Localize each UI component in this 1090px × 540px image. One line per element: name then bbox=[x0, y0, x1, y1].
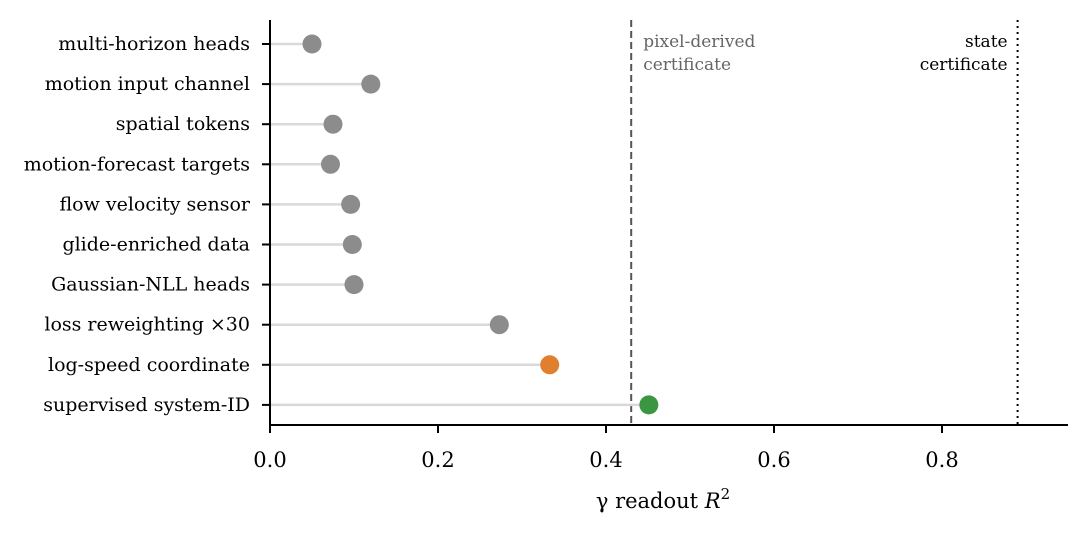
category-label-7: Gaussian-NLL heads bbox=[51, 274, 250, 296]
point-6 bbox=[342, 235, 362, 254]
point-4 bbox=[320, 154, 340, 174]
point-8 bbox=[489, 315, 509, 335]
reference-label-1-line-2: certificate bbox=[643, 55, 731, 75]
reference-label-2-line-1: state bbox=[965, 32, 1008, 52]
category-label-1: multi-horizon heads bbox=[58, 33, 250, 55]
category-label-3: spatial tokens bbox=[116, 113, 250, 135]
point-1 bbox=[302, 34, 322, 54]
point-5 bbox=[341, 194, 361, 214]
point-9 bbox=[540, 355, 560, 375]
point-10 bbox=[639, 395, 659, 415]
x-tick-label-3: 0.4 bbox=[589, 448, 622, 472]
reference-label-2-line-2: certificate bbox=[920, 55, 1008, 75]
x-tick-label-4: 0.6 bbox=[757, 448, 790, 472]
category-label-5: flow velocity sensor bbox=[59, 193, 250, 215]
x-axis-label: γ readout R2 bbox=[596, 485, 730, 513]
point-2 bbox=[361, 74, 381, 94]
reference-label-1-line-1: pixel-derived bbox=[643, 32, 755, 52]
point-3 bbox=[323, 114, 343, 134]
category-label-9: log-speed coordinate bbox=[48, 354, 250, 376]
category-label-2: motion input channel bbox=[45, 73, 250, 95]
category-label-10: supervised system-ID bbox=[43, 394, 250, 416]
category-label-6: glide-enriched data bbox=[62, 234, 250, 256]
x-tick-label-5: 0.8 bbox=[925, 448, 958, 472]
x-tick-label-2: 0.2 bbox=[421, 448, 454, 472]
category-label-8: loss reweighting ×30 bbox=[44, 314, 250, 336]
x-tick-label-1: 0.0 bbox=[253, 448, 286, 472]
point-7 bbox=[344, 275, 364, 295]
category-label-4: motion-forecast targets bbox=[24, 153, 250, 175]
